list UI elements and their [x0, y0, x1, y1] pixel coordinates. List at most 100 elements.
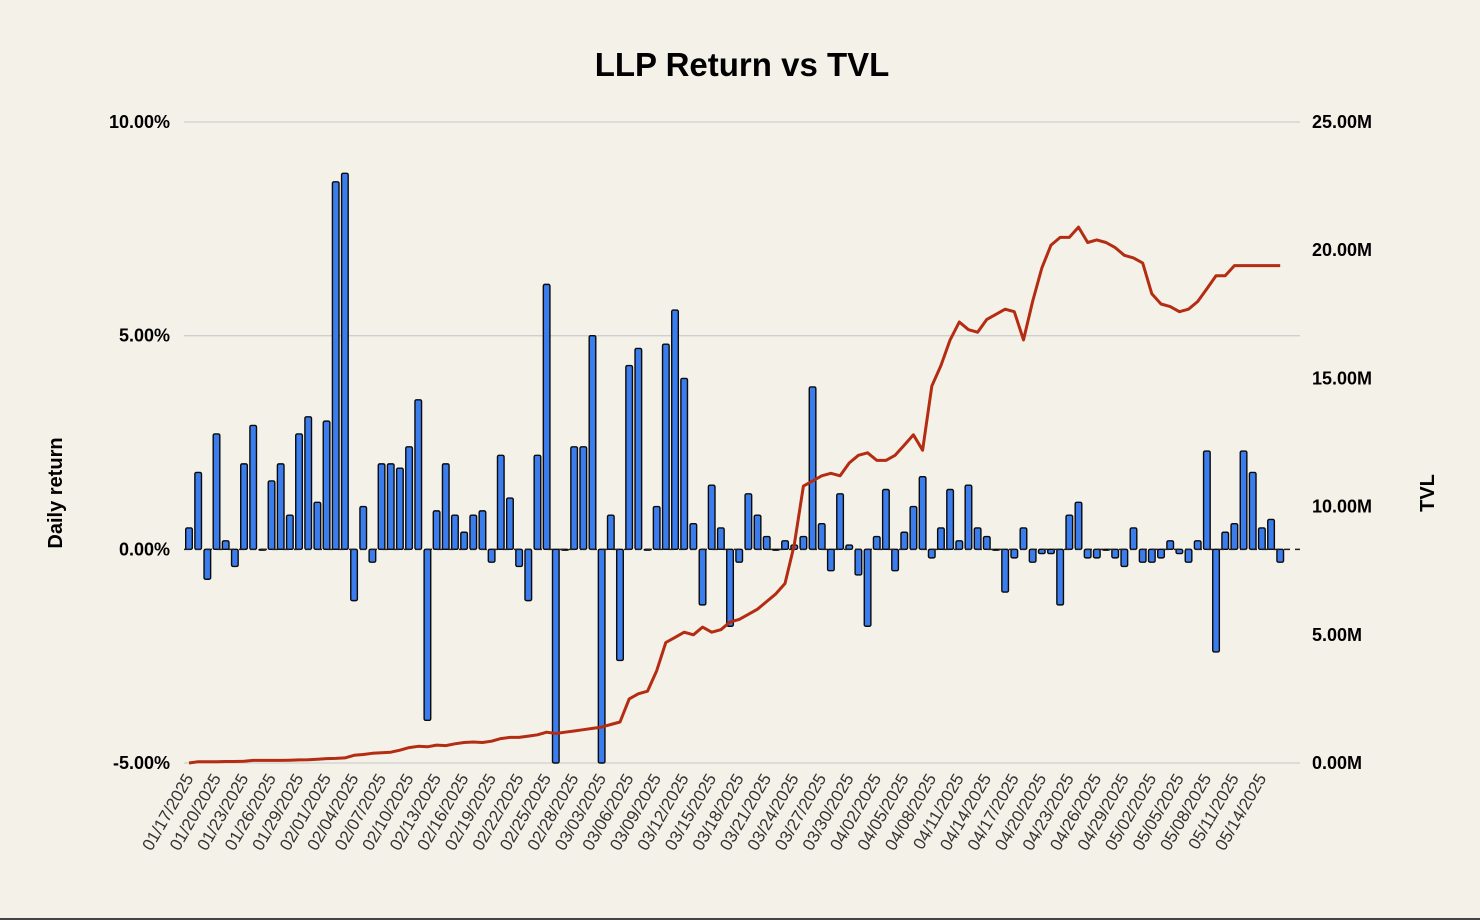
- return-bar: [350, 548, 359, 602]
- return-bar: [469, 514, 478, 551]
- return-bar: [1046, 548, 1055, 555]
- return-bar: [359, 505, 368, 551]
- return-bar: [240, 463, 249, 551]
- return-bar: [1083, 548, 1092, 559]
- return-bar: [973, 527, 982, 551]
- return-bar: [918, 475, 927, 551]
- return-bar: [1147, 548, 1156, 563]
- return-bar: [1028, 548, 1037, 563]
- return-bar: [1257, 527, 1266, 551]
- return-bar: [203, 548, 212, 580]
- return-bar: [478, 510, 487, 551]
- return-bar: [542, 283, 551, 551]
- return-bar: [1092, 548, 1101, 559]
- return-bar: [505, 497, 514, 551]
- return-bar: [1276, 548, 1285, 563]
- return-bar: [249, 424, 258, 551]
- return-bar: [597, 548, 606, 764]
- return-bar: [817, 522, 826, 551]
- return-bar: [441, 463, 450, 551]
- return-bar: [652, 505, 661, 551]
- return-bar: [533, 454, 542, 551]
- return-bar: [836, 493, 845, 551]
- return-bar: [1157, 548, 1166, 559]
- return-bar: [726, 548, 735, 627]
- return-bar: [698, 548, 707, 606]
- y-tick-label: 0.00%: [119, 539, 170, 559]
- return-bar: [946, 488, 955, 551]
- return-bar: [863, 548, 872, 627]
- x-axis: 01/17/202501/20/202501/23/202501/26/2025…: [138, 771, 1270, 854]
- return-bar: [881, 488, 890, 551]
- y-axis-right: 0.00M 5.00M 10.00M 15.00M 20.00M 25.00M: [1312, 112, 1372, 773]
- return-bar: [184, 527, 193, 551]
- return-bar: [304, 416, 313, 551]
- return-bar: [1193, 540, 1202, 551]
- return-bar: [194, 471, 203, 551]
- return-bar: [1138, 548, 1147, 563]
- return-bar: [460, 531, 469, 551]
- y-tick-label: 5.00%: [119, 326, 170, 346]
- chart-title: LLP Return vs TVL: [595, 46, 890, 83]
- return-bar: [1248, 471, 1257, 551]
- return-bar: [854, 548, 863, 576]
- y2-tick-label: 0.00M: [1312, 753, 1362, 773]
- return-bar: [1212, 548, 1221, 653]
- return-bar: [432, 510, 441, 551]
- return-bar: [588, 334, 597, 551]
- return-bar: [716, 527, 725, 551]
- return-bar: [331, 181, 340, 551]
- y-axis-title: Daily return: [45, 437, 67, 548]
- return-bar: [1221, 531, 1230, 551]
- return-bar: [285, 514, 294, 551]
- y2-axis-title: TVL: [1417, 474, 1439, 512]
- return-bar: [377, 463, 386, 551]
- return-bar: [872, 535, 881, 551]
- return-bar: [1065, 514, 1074, 551]
- return-bar: [450, 514, 459, 551]
- return-bar: [515, 548, 524, 568]
- tvl-line: [188, 225, 1281, 765]
- return-bar: [625, 364, 634, 551]
- return-bar: [570, 446, 579, 551]
- return-bar: [799, 535, 808, 551]
- return-bar: [1267, 518, 1276, 551]
- return-bar: [1037, 548, 1046, 555]
- return-bar: [634, 347, 643, 551]
- return-bar: [671, 309, 680, 551]
- return-bar: [1010, 548, 1019, 559]
- return-bar: [221, 540, 230, 551]
- return-bar: [1074, 501, 1083, 551]
- return-bar: [744, 493, 753, 551]
- return-bar: [1019, 527, 1028, 551]
- return-bar: [295, 433, 304, 551]
- return-bar: [781, 540, 790, 551]
- y-axis-left: -5.00% 0.00% 5.00% 10.00%: [109, 112, 170, 773]
- return-bar: [414, 399, 423, 551]
- return-bar: [900, 531, 909, 551]
- return-bar: [496, 454, 505, 551]
- return-bar: [368, 548, 377, 563]
- y2-tick-label: 10.00M: [1312, 497, 1372, 517]
- return-bar: [551, 548, 560, 764]
- return-bar: [1202, 450, 1211, 551]
- return-bar: [267, 480, 276, 551]
- return-bar: [735, 548, 744, 563]
- return-bar: [230, 548, 239, 568]
- return-bar: [1111, 548, 1120, 559]
- return-bar: [322, 420, 331, 551]
- return-bar: [955, 540, 964, 551]
- return-bar: [1184, 548, 1193, 563]
- y2-tick-label: 20.00M: [1312, 240, 1372, 260]
- y2-tick-label: 25.00M: [1312, 112, 1372, 132]
- y-tick-label: -5.00%: [113, 753, 170, 773]
- return-bar: [982, 535, 991, 551]
- return-bar: [212, 433, 221, 551]
- return-bar: [524, 548, 533, 602]
- return-bar: [927, 548, 936, 559]
- return-bar: [680, 377, 689, 551]
- return-bar: [826, 548, 835, 572]
- return-bar: [661, 343, 670, 551]
- return-bar: [753, 514, 762, 551]
